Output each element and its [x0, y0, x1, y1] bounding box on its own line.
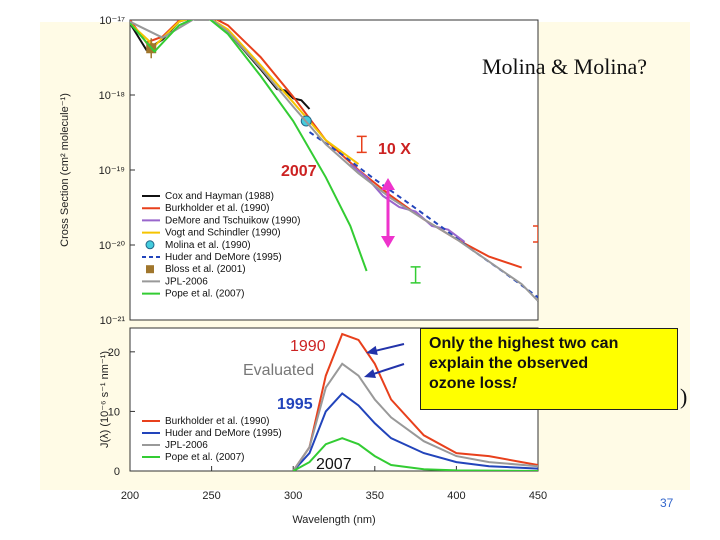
y-tick-label: 10⁻¹⁸	[99, 90, 125, 102]
slide-title: Molina & Molina?	[482, 54, 647, 79]
year-2007-top-text: 2007	[281, 163, 317, 180]
legend-entry: Huder and DeMore (1995)	[165, 252, 282, 263]
series-line-red	[292, 332, 538, 471]
cross-section-plot: 10⁻¹⁷ 10⁻¹⁸ 10⁻¹⁹ 10⁻²⁰ 10⁻²¹ Cross Section (…	[59, 15, 539, 327]
legend-entry: Burkholder et al. (1990)	[165, 416, 270, 427]
callout-line-3-text: ozone loss	[429, 375, 512, 392]
legend-entry: Vogt and Schindler (1990)	[165, 228, 281, 239]
top-legend: Cox and Hayman (1988)Burkholder et al. (…	[142, 191, 300, 300]
legend-entry: Bloss et al. (2001)	[165, 264, 246, 275]
page-number: 37	[660, 496, 674, 510]
evaluated-text: Evaluated	[243, 362, 315, 379]
x-tick-label: 250	[202, 490, 220, 502]
year-1995-label: 1995	[277, 396, 313, 414]
legend-entry: DeMore and Tschuikow (1990)	[165, 215, 300, 226]
closing-paren-glyph: )	[680, 384, 688, 409]
y-axis-label: Cross Section (cm² molecule⁻¹)	[59, 93, 71, 247]
evaluated-label: Evaluated	[243, 362, 314, 380]
factor-label: 10 X	[378, 141, 411, 159]
legend-entry: Pope et al. (2007)	[165, 289, 245, 300]
factor-text: 10 X	[378, 141, 411, 158]
bottom-series-group	[292, 332, 538, 471]
annotation-layer	[364, 178, 405, 378]
error-bar	[356, 135, 367, 154]
x-tick-label: 450	[529, 490, 547, 502]
y-tick-label: 20	[108, 347, 120, 359]
year-1990-label: 1990	[290, 338, 326, 356]
legend-entry: Huder and DeMore (1995)	[165, 428, 282, 439]
bottom-legend: Burkholder et al. (1990)Huder and DeMore…	[142, 416, 282, 463]
y-tick-label: 10	[108, 406, 120, 418]
legend-marker	[145, 240, 155, 250]
legend-entry: JPL-2006	[165, 440, 208, 451]
y-tick-label: 0	[114, 466, 120, 478]
callout-emphasis: !	[511, 375, 518, 392]
year-2007-top-label: 2007	[281, 163, 317, 181]
pointer-arrow-shaft	[371, 363, 405, 376]
callout-box: Only the highest two can explain the obs…	[420, 328, 678, 410]
top-plot-frame	[129, 19, 539, 321]
pointer-arrow-shaft	[373, 343, 405, 353]
x-tick-label: 400	[447, 490, 465, 502]
y-tick-label: 10⁻²⁰	[99, 240, 126, 252]
series-line-gray	[292, 362, 538, 471]
y-tick-label: 10⁻¹⁷	[99, 15, 125, 27]
year-1995-text: 1995	[277, 396, 313, 413]
y-axis-label: J(λ) (10⁻⁶ s⁻¹ nm⁻¹)	[99, 351, 111, 448]
legend-marker	[146, 265, 154, 274]
callout-line-2: explain the observed	[429, 355, 589, 372]
error-bar	[410, 266, 421, 284]
legend-entry: Burkholder et al. (1990)	[165, 203, 270, 214]
error-bar	[533, 225, 538, 243]
series-line-green	[130, 20, 368, 272]
legend-entry: Molina et al. (1990)	[165, 240, 251, 251]
x-tick-label: 200	[121, 490, 139, 502]
callout-line-1: Only the highest two can	[429, 335, 619, 352]
y-tick-label: 10⁻¹⁹	[99, 165, 125, 177]
year-2007-bottom-label: 2007	[316, 456, 352, 474]
factor-arrow-head-up	[381, 178, 395, 190]
year-1990-text: 1990	[290, 338, 326, 355]
year-2007-bottom-text: 2007	[316, 456, 352, 473]
y-tick-label: 10⁻²¹	[100, 315, 126, 327]
callout-line-3: ozone loss!	[429, 374, 669, 394]
pointer-arrow-head	[366, 345, 378, 355]
top-series-group	[130, 20, 538, 302]
series-line-gray	[130, 20, 538, 302]
x-tick-label: 300	[284, 490, 302, 502]
series-line-blue	[292, 392, 538, 471]
legend-entry: Pope et al. (2007)	[165, 452, 245, 463]
legend-entry: JPL-2006	[165, 276, 208, 287]
series-line-green	[292, 437, 538, 471]
x-axis-label: Wavelength (nm)	[292, 514, 375, 526]
x-tick-label: 350	[366, 490, 384, 502]
factor-arrow-head-down	[381, 236, 395, 248]
pointer-arrow-head	[364, 369, 376, 378]
legend-entry: Cox and Hayman (1988)	[165, 191, 274, 202]
